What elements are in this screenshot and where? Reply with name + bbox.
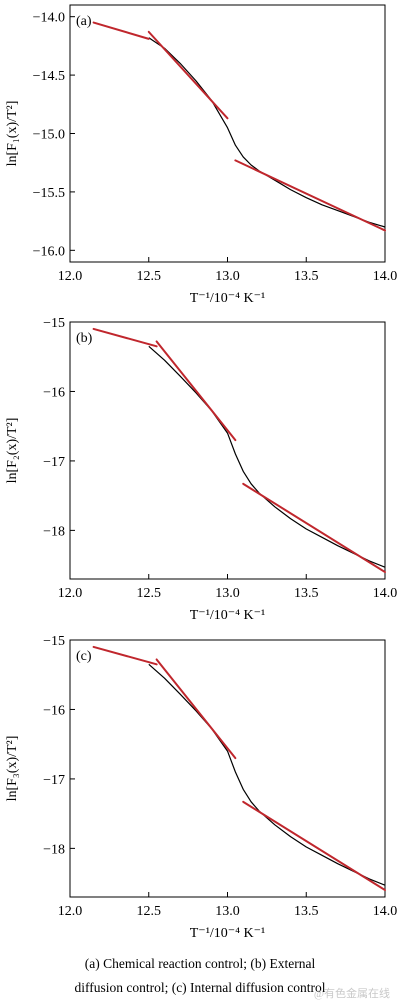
fit-line-1 bbox=[92, 21, 150, 40]
panel-label: (b) bbox=[76, 331, 93, 346]
y-tick-label: −16.0 bbox=[33, 244, 65, 259]
fit-line-2 bbox=[155, 340, 237, 442]
x-tick-label: 13.0 bbox=[215, 904, 240, 919]
figure-charts: 12.0 12.5 13.0 13.5 14.0 −14.0 −14.5 −15.0 −15.5… bbox=[5, 4, 398, 941]
figure-caption: (a) Chemical reaction control; (b) Exter… bbox=[30, 952, 370, 1000]
y-tick-label: −18 bbox=[43, 842, 65, 857]
y-tick-label: −15.5 bbox=[33, 186, 65, 201]
data-curve-line bbox=[148, 663, 386, 886]
fit-line-2 bbox=[147, 30, 229, 120]
x-tick-label: 13.5 bbox=[294, 586, 319, 601]
fit-line-3 bbox=[234, 159, 386, 232]
plot-frame bbox=[69, 639, 386, 898]
x-axis-label: T⁻¹/10⁻⁴ K⁻¹ bbox=[190, 926, 266, 941]
y-axis-label: ln[F₃(x)/T²] bbox=[5, 736, 20, 802]
x-axis-label: T⁻¹/10⁻⁴ K⁻¹ bbox=[190, 608, 266, 623]
fit-line-1 bbox=[92, 327, 158, 348]
x-tick-label: 12.5 bbox=[137, 904, 162, 919]
y-tick-label: −16 bbox=[43, 703, 65, 718]
caption-line-2: diffusion control; (c) Internal diffusio… bbox=[74, 980, 326, 995]
data-curve-line bbox=[148, 345, 386, 568]
x-tick-label: 13.0 bbox=[215, 269, 240, 284]
chart-panel-1: 12.0 12.5 13.0 13.5 14.0 −14.0 −14.5 −15.0 −15.5… bbox=[5, 4, 398, 306]
panel-label: (c) bbox=[76, 649, 92, 664]
x-tick-label: 14.0 bbox=[373, 586, 398, 601]
plot-frame bbox=[69, 321, 386, 580]
y-tick-label: −17 bbox=[43, 455, 65, 470]
caption-line-1: (a) Chemical reaction control; (b) Exter… bbox=[84, 956, 316, 971]
x-tick-label: 12.0 bbox=[58, 586, 83, 601]
x-tick-label: 14.0 bbox=[373, 269, 398, 284]
x-tick-label: 13.5 bbox=[294, 269, 319, 284]
y-tick-label: −15 bbox=[43, 316, 65, 331]
data-curve-line bbox=[148, 37, 386, 228]
y-tick-label: −16 bbox=[43, 385, 65, 400]
fit-line-1 bbox=[92, 645, 158, 666]
y-tick-label: −14.0 bbox=[33, 11, 65, 26]
y-tick-label: −15 bbox=[43, 634, 65, 649]
y-tick-label: −17 bbox=[43, 773, 65, 788]
fit-line-3 bbox=[242, 800, 386, 892]
plot-frame bbox=[69, 4, 386, 263]
y-axis-label: ln[F₁(x)/T²] bbox=[5, 101, 20, 167]
x-tick-label: 12.0 bbox=[58, 904, 83, 919]
x-tick-label: 12.5 bbox=[137, 269, 162, 284]
x-tick-label: 14.0 bbox=[373, 904, 398, 919]
y-tick-label: −15.0 bbox=[33, 128, 65, 143]
x-axis-label: T⁻¹/10⁻⁴ K⁻¹ bbox=[190, 291, 266, 306]
y-tick-label: −14.5 bbox=[33, 69, 65, 84]
y-tick-label: −18 bbox=[43, 524, 65, 539]
fit-line-3 bbox=[242, 482, 386, 574]
x-tick-label: 12.0 bbox=[58, 269, 83, 284]
x-tick-label: 13.5 bbox=[294, 904, 319, 919]
x-tick-label: 12.5 bbox=[137, 586, 162, 601]
watermark: @有色金属在线 bbox=[313, 988, 390, 1000]
x-tick-label: 13.0 bbox=[215, 586, 240, 601]
chart-panel-3: 12.0 12.5 13.0 13.5 14.0 −15 −16 −17 −18 T⁻¹/10⁻⁴… bbox=[5, 634, 397, 941]
y-axis-label: ln[F₂(x)/T²] bbox=[5, 418, 20, 484]
panel-label: (a) bbox=[76, 14, 92, 29]
fit-line-2 bbox=[155, 658, 237, 760]
chart-panel-2: 12.0 12.5 13.0 13.5 14.0 −15 −16 −17 −18 T⁻¹/10⁻⁴… bbox=[5, 316, 397, 623]
